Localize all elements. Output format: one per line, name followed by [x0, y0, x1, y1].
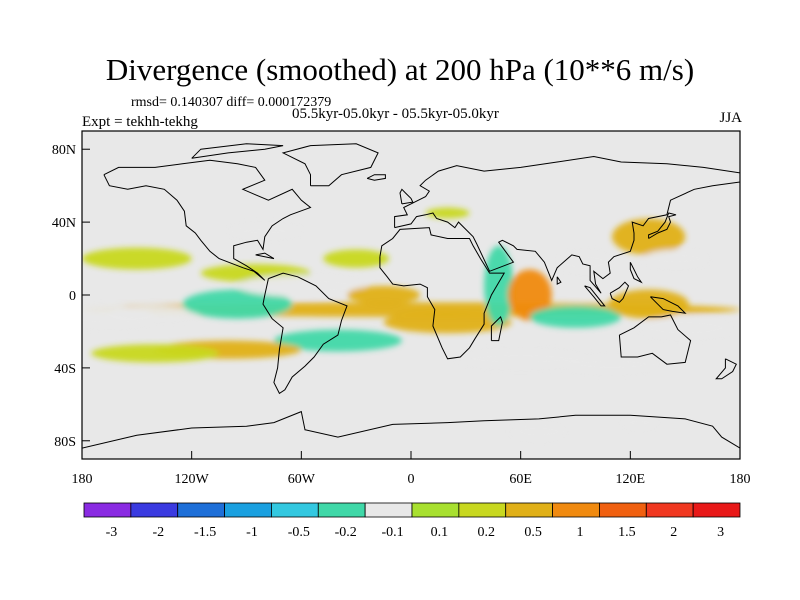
coastline-iceland: [366, 174, 386, 181]
colorbar-label: 0.2: [478, 525, 496, 540]
y-tick-label: 40S: [54, 362, 76, 377]
region-s-pacific-yellow: [91, 344, 220, 363]
region-s-indian-cyan: [529, 305, 622, 328]
coastline-new-zealand: [715, 358, 737, 380]
x-tick-label: 120E: [616, 472, 646, 487]
colorbar-label: 2: [670, 525, 677, 540]
chart-title: Divergence (smoothed) at 200 hPa (10**6 …: [105, 52, 695, 87]
region-sw-pacific-cyan-2: [639, 316, 731, 339]
season-label: JJA: [719, 110, 742, 126]
x-tick-label: 60W: [288, 472, 316, 487]
coastline-sri-lanka: [556, 276, 562, 285]
y-tick-label: 0: [69, 289, 76, 304]
region-s-indian-band-cyan: [456, 349, 585, 368]
colorbar-box: [130, 502, 179, 518]
region-maritime-yellow: [608, 289, 689, 319]
region-w-indian-orange: [507, 269, 552, 321]
colorbar-box: [224, 502, 272, 518]
colorbar-label: 3: [717, 525, 724, 540]
coastline-madagascar: [490, 315, 503, 342]
region-nw-pacific-cyan: [643, 249, 709, 268]
stats-text: rmsd= 0.140307 diff= 0.000172379: [131, 95, 332, 110]
colorbar-box: [411, 502, 460, 518]
y-tick-label: 80N: [52, 143, 76, 158]
colorbar-label: -1: [246, 525, 258, 540]
coastline-south-america: [262, 272, 348, 395]
coastline-africa: [379, 227, 506, 360]
colorbar-box: [317, 502, 366, 518]
region-n-pacific-yellow: [82, 247, 192, 270]
x-tick-label: 180: [730, 472, 751, 487]
colorbar-box: [364, 502, 413, 518]
colorbar-box: [599, 502, 647, 518]
y-tick-label: 80S: [54, 435, 76, 450]
coastline-sumatra: [584, 285, 606, 307]
region-e-africa-cyan: [484, 245, 514, 326]
runs-text: 05.5kyr-05.0kyr - 05.5kyr-05.0kyr: [292, 106, 499, 122]
colorbar-box: [177, 502, 225, 518]
region-s-atlantic-cyan: [273, 329, 402, 352]
region-bay-bengal-cyan: [557, 251, 613, 274]
coastline-europe-asia: [394, 155, 740, 294]
x-tick-label: 60E: [509, 472, 532, 487]
x-tick-label: 0: [408, 472, 415, 487]
coastline-japan: [648, 212, 677, 239]
coastline-cuba: [255, 252, 275, 260]
colorbar-box: [505, 502, 553, 518]
colorbar-label: -0.2: [335, 525, 357, 540]
region-europe-yellow: [425, 207, 470, 219]
colorbar-box: [83, 502, 132, 518]
region-antarctic-cyan: [511, 422, 567, 441]
coastline-borneo: [609, 281, 630, 303]
colorbar-label: -3: [106, 525, 118, 540]
colorbar-label: 1.5: [618, 525, 636, 540]
coastline-new-guinea: [650, 296, 687, 314]
colorbar-label: -0.1: [381, 525, 403, 540]
coastline-australia: [618, 314, 692, 365]
colorbar-box: [271, 502, 319, 518]
colorbar-label: -1.5: [194, 525, 216, 540]
region-s-africa-yellow: [383, 311, 512, 334]
region-s-aus-cyan: [566, 355, 658, 374]
coastline-greenland: [281, 143, 379, 187]
coastline-britain: [399, 188, 414, 205]
region-antarctic-cyan-2: [621, 415, 658, 430]
colorbar-label: 0.5: [524, 525, 542, 540]
colorbar-label: 0.1: [431, 525, 449, 540]
region-n-atlantic-yellow: [323, 249, 390, 268]
coastline-antarctica: [82, 410, 740, 449]
y-tick-label: 40N: [52, 216, 76, 231]
x-tick-label: 180: [72, 472, 93, 487]
colorbar-box: [552, 502, 600, 518]
region-s-pacific-cyan: [109, 305, 201, 321]
colorbar-box: [645, 502, 694, 518]
region-amazon-cyan: [237, 274, 366, 297]
coastline-philippines: [629, 261, 643, 284]
coastline-north-america: [103, 159, 312, 281]
colorbar-label: -0.5: [288, 525, 310, 540]
colorbar-label: -2: [152, 525, 164, 540]
region-n-america-cyan: [228, 223, 302, 239]
colorbar-box: [458, 502, 507, 518]
colorbar-label: 1: [577, 525, 584, 540]
experiment-text: Expt = tekhh-tekhg: [82, 114, 198, 130]
colorbar-box: [692, 502, 741, 518]
x-tick-label: 120W: [175, 472, 210, 487]
coastline-arctic-islands: [191, 143, 284, 159]
region-gulf-guinea-yellow: [347, 285, 421, 305]
